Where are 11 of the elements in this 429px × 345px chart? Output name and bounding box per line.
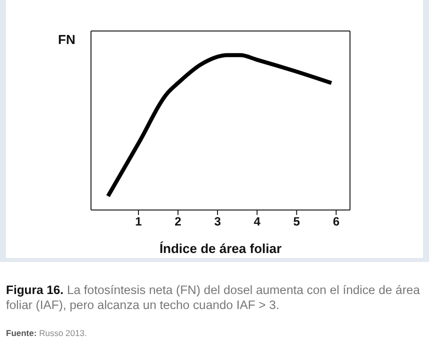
y-axis-title: FN (58, 32, 76, 47)
x-tick-label: 4 (254, 214, 261, 229)
x-tick-label: 3 (214, 214, 222, 229)
x-tick-label: 6 (332, 214, 340, 229)
text: Figura 16. (6, 283, 64, 297)
x-axis-title: Índice de área foliar (159, 241, 282, 256)
x-tick-label: 1 (135, 214, 142, 229)
x-tick-label: 2 (174, 214, 182, 229)
x-tick-label: 5 (293, 214, 300, 229)
text: Russo 2013. (39, 328, 87, 338)
source-note: Fuente: (6, 328, 37, 338)
